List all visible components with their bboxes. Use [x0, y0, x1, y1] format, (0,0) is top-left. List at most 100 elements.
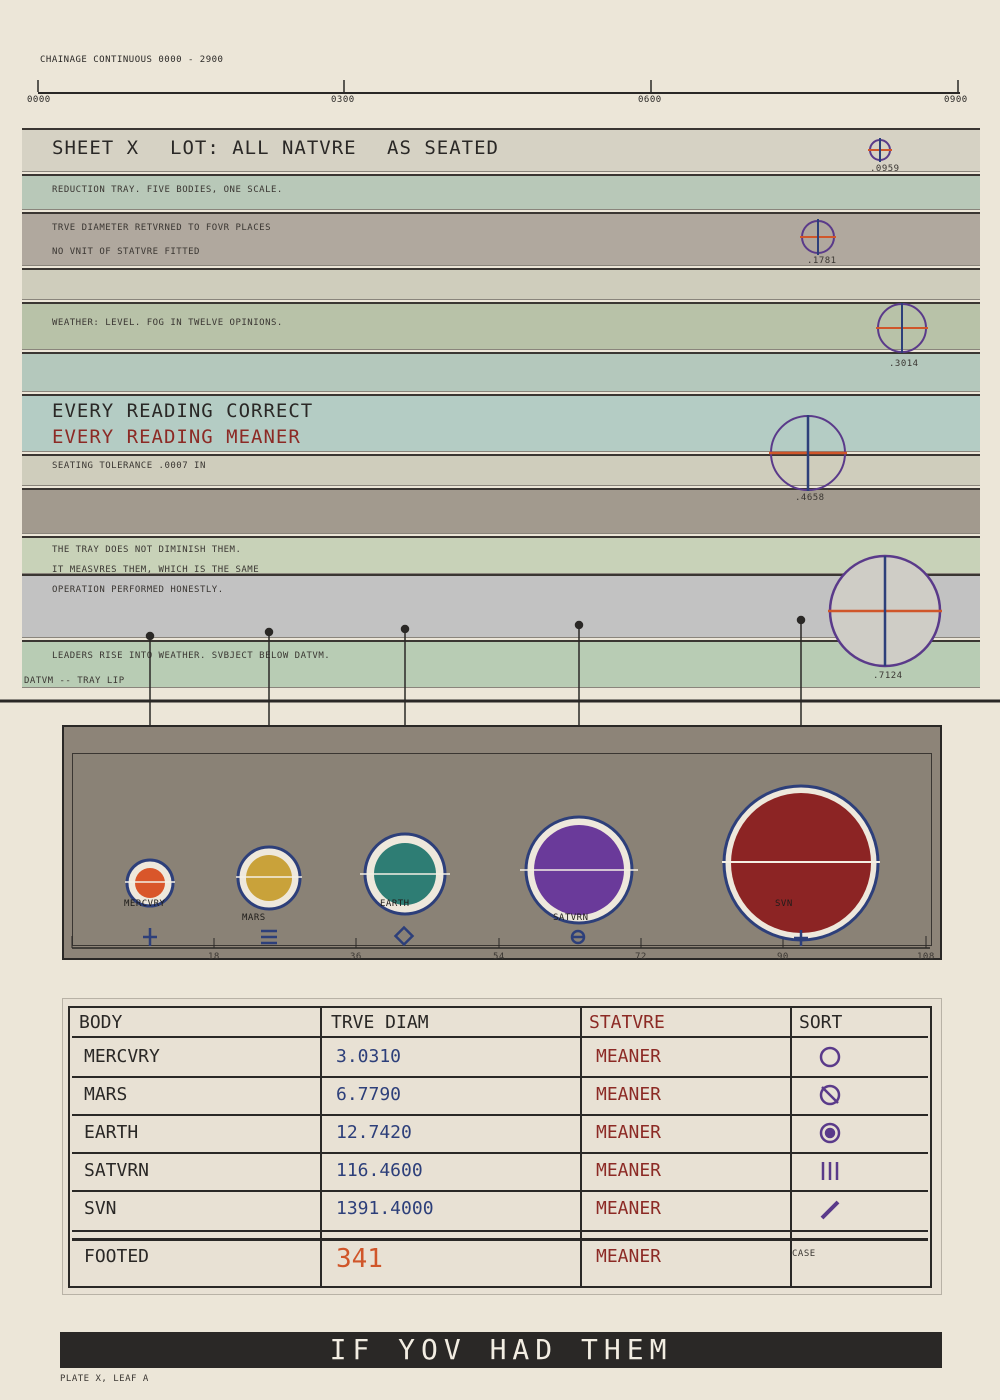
table-cell-stature: MEANER: [596, 1160, 662, 1181]
band: [22, 574, 980, 638]
gauge-4: [769, 415, 847, 491]
gauge-1: [868, 138, 892, 162]
table-card: [62, 998, 942, 1295]
table-divider: [580, 1008, 582, 1286]
band: [22, 352, 980, 392]
footed-stature: MEANER: [596, 1246, 662, 1267]
note-weather: WEATHER: LEVEL. FOG IN TWELVE OPINIONS.: [52, 318, 283, 328]
tray-scale-label: 90: [777, 952, 789, 962]
gauge-5: [828, 554, 942, 668]
note-para3: OPERATION PERFORMED HONESTLY.: [52, 585, 224, 595]
seated-label: AS SEATED: [387, 137, 499, 159]
sort-icon-slash: [820, 1200, 840, 1220]
gauge-3: [876, 303, 928, 353]
every-correct: EVERY READING CORRECT: [52, 400, 314, 422]
sheet-label: SHEET X: [52, 137, 140, 159]
note-leaders: LEADERS RISE INTO WEATHER. SVBJECT BELOW…: [52, 651, 331, 661]
table-cell-stature: MEANER: [596, 1084, 662, 1105]
table-cell-stature: MEANER: [596, 1122, 662, 1143]
gauge-label: .0959: [870, 164, 900, 174]
band: [22, 454, 980, 486]
table-rule: [72, 1152, 928, 1154]
tray-scale-label: 36: [350, 952, 362, 962]
band: [22, 394, 980, 452]
table-rule-double: [72, 1238, 928, 1241]
table-rule: [72, 1036, 928, 1038]
header-true-diam: TRVE DIAM: [331, 1012, 429, 1033]
banner: IF YOV HAD THEM: [60, 1332, 942, 1368]
tray-scale-label: 54: [493, 952, 505, 962]
chainage-tick: 0300: [331, 95, 355, 105]
chainage-tick: 0600: [638, 95, 662, 105]
sort-icon-crossed: [819, 1084, 841, 1106]
table-cell-diam: 12.7420: [336, 1122, 412, 1143]
note-para1: THE TRAY DOES NOT DIMINISH THEM.: [52, 545, 242, 555]
sort-icon-dot: [819, 1122, 841, 1144]
footed-value: 341: [336, 1244, 383, 1274]
body-saturn: [520, 815, 638, 925]
table-cell-body: SVN: [84, 1198, 117, 1219]
band: [22, 302, 980, 350]
note-true-diameter: TRVE DIAMETER RETVRNED TO FOVR PLACES: [52, 223, 271, 233]
tray-scale-label: 108: [917, 952, 935, 962]
table-cell-diam: 116.4600: [336, 1160, 423, 1181]
table-rule: [72, 1190, 928, 1192]
measurement-table: [68, 1006, 932, 1288]
table-cell-body: MERCVRY: [84, 1046, 160, 1067]
table-cell-diam: 6.7790: [336, 1084, 402, 1105]
plate-label: PLATE X, LEAF A: [60, 1374, 149, 1384]
chainage-label: CHAINAGE CONTINUOUS 0000 - 2900: [40, 55, 224, 65]
every-meaner: EVERY READING MEANER: [52, 426, 301, 448]
footed-label: FOOTED: [84, 1246, 150, 1267]
gauge-label: .4658: [795, 493, 825, 503]
table-rule: [72, 1076, 928, 1078]
band: [22, 536, 980, 574]
chainage-tick: 0900: [944, 95, 968, 105]
table-cell-stature: MEANER: [596, 1198, 662, 1219]
gauge-2: [800, 219, 836, 255]
header-band: [22, 128, 980, 172]
tray-label-sun: SVN: [775, 899, 793, 909]
band: [22, 640, 980, 688]
gauge-label: .7124: [873, 671, 903, 681]
table-cell-body: MARS: [84, 1084, 128, 1105]
band: [22, 488, 980, 534]
sort-icon-ring: [819, 1046, 841, 1068]
table-rule: [72, 1230, 928, 1232]
gauge-label: .1781: [807, 256, 837, 266]
header-sort: SORT: [799, 1012, 843, 1033]
chainage-tick: 0000: [27, 95, 51, 105]
body-mars: [236, 845, 302, 911]
tray-label-earth: EARTH: [380, 899, 410, 909]
tray-label-saturn: SATVRN: [553, 913, 589, 923]
note-tolerance: SEATING TOLERANCE .0007 IN: [52, 461, 206, 471]
table-divider: [320, 1008, 322, 1286]
table-cell-stature: MEANER: [596, 1046, 662, 1067]
band: [22, 268, 980, 300]
tray-label-mars: MARS: [242, 913, 266, 923]
table-cell-body: SATVRN: [84, 1160, 150, 1181]
note-reduction: REDUCTION TRAY. FIVE BODIES, ONE SCALE.: [52, 185, 283, 195]
note-para2: IT MEASVRES THEM, WHICH IS THE SAME: [52, 565, 260, 575]
tray-label-mercury: MERCVRY: [124, 899, 166, 909]
table-cell-diam: 1391.4000: [336, 1198, 434, 1219]
header-stature: STATVRE: [589, 1012, 665, 1033]
chainage-ruler: [38, 78, 960, 94]
datum-label: DATVM -- TRAY LIP: [24, 676, 125, 686]
gauge-label: .3014: [889, 359, 919, 369]
body-earth: [360, 832, 450, 916]
table-divider: [790, 1008, 792, 1286]
note-no-unit: NO VNIT OF STATVRE FITTED: [52, 247, 200, 257]
body-sun: [722, 784, 880, 942]
table-cell-body: EARTH: [84, 1122, 139, 1143]
tray-scale-label: 72: [635, 952, 647, 962]
table-cell-diam: 3.0310: [336, 1046, 402, 1067]
tray-scale-label: 18: [208, 952, 220, 962]
header-body: BODY: [79, 1012, 123, 1033]
band: [22, 174, 980, 210]
table-rule: [72, 1114, 928, 1116]
case-label: CASE: [792, 1249, 816, 1259]
